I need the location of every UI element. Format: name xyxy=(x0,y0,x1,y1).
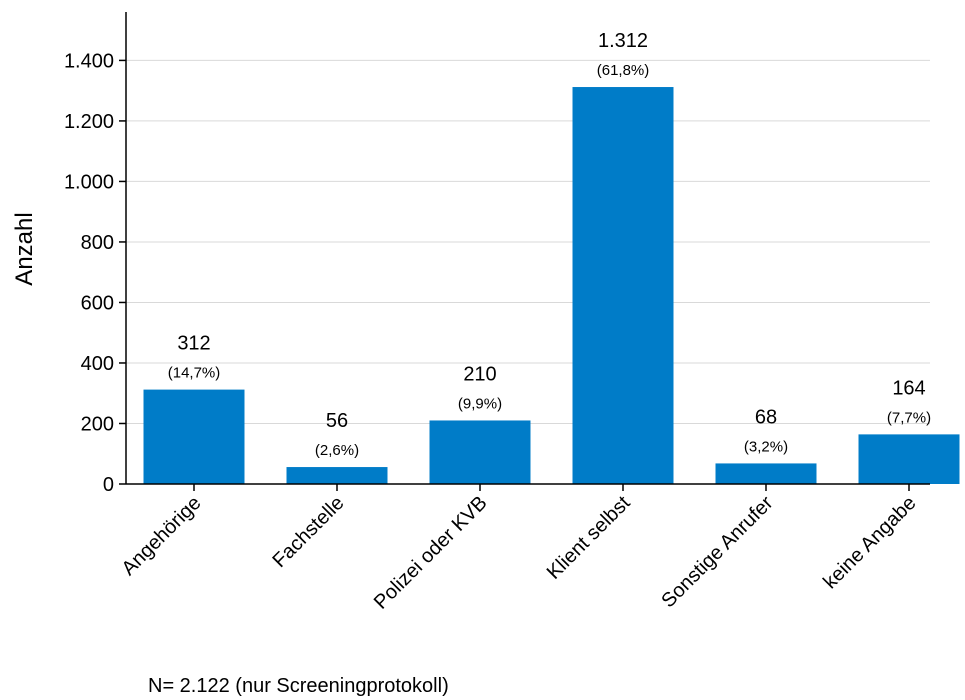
y-tick-label: 1.200 xyxy=(64,111,114,133)
bar xyxy=(715,463,817,484)
bar xyxy=(858,434,960,484)
percent-label: (7,7%) xyxy=(887,409,931,426)
x-tick-label: Fachstelle xyxy=(269,492,349,572)
y-axis: 0 200 400 600 800 1.000 1.200 1.400 xyxy=(64,12,127,496)
value-label: 210 xyxy=(463,363,496,385)
bars xyxy=(143,87,960,485)
x-tick-label: keine Angabe xyxy=(819,492,920,593)
x-tick-label: Polizei oder KVB xyxy=(370,492,492,614)
percent-label: (3,2%) xyxy=(744,438,788,455)
y-axis-title: Anzahl xyxy=(11,212,38,285)
y-tick-label: 1.400 xyxy=(64,50,114,72)
percent-label: (14,7%) xyxy=(168,365,221,382)
y-tick-label: 1.000 xyxy=(64,171,114,193)
bar xyxy=(143,389,245,484)
y-tick-label: 200 xyxy=(81,413,114,435)
bar xyxy=(429,420,531,484)
value-label: 68 xyxy=(755,406,777,428)
gridlines xyxy=(126,59,930,424)
percent-label: (9,9%) xyxy=(458,395,502,412)
data-labels: (14,7%) 312 (2,6%) 56 (9,9%) 210 (61,8%) 1.312 (… xyxy=(168,30,931,459)
y-tick-label: 0 xyxy=(103,474,114,496)
value-label: 56 xyxy=(326,410,348,432)
y-tick-label: 400 xyxy=(81,353,114,375)
y-tick-label: 600 xyxy=(81,292,114,314)
percent-label: (2,6%) xyxy=(315,442,359,459)
y-tick-label: 800 xyxy=(81,232,114,254)
x-tick-label: Sonstige Anrufer xyxy=(657,492,777,612)
bar xyxy=(572,87,674,485)
value-label: 164 xyxy=(892,377,925,399)
value-label: 312 xyxy=(177,333,210,355)
bar xyxy=(286,467,388,484)
x-axis: Angehörige Fachstelle Polizei oder KVB Klie… xyxy=(118,483,930,614)
percent-label: (61,8%) xyxy=(597,62,650,79)
value-label: 1.312 xyxy=(598,30,648,52)
x-tick-label: Angehörige xyxy=(118,492,206,580)
x-tick-label: Klient selbst xyxy=(543,492,635,584)
footnote: N= 2.122 (nur Screeningprotokoll) xyxy=(148,675,449,697)
